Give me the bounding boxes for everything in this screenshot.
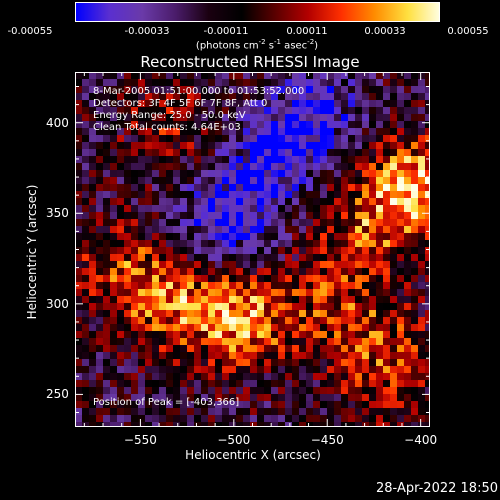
x-axis-label: Heliocentric X (arcsec) bbox=[185, 448, 321, 462]
x-tick-label: −400 bbox=[404, 433, 438, 447]
energy-range-label: Energy Range: 25.0 - 50.0 keV bbox=[93, 110, 246, 121]
colorbar bbox=[75, 2, 440, 22]
y-axis-label: Heliocentric Y (arcsec) bbox=[25, 184, 39, 320]
heatmap-plot bbox=[75, 72, 430, 427]
y-tick-label: 400 bbox=[46, 115, 69, 130]
y-tick-label: 250 bbox=[46, 387, 69, 402]
heatmap-cells bbox=[75, 72, 430, 427]
colorbar-tick-label: 0.00011 bbox=[286, 26, 328, 37]
detectors-label: Detectors: 3F 4F 5F 6F 7F 8F, Att 0 bbox=[93, 98, 268, 109]
counts-label: Clean Total counts: 4.64E+03 bbox=[93, 122, 241, 133]
colorbar-unit: (photons cm-2 s-1 asec-2) bbox=[195, 38, 319, 52]
timestamp-footer: 28-Apr-2022 18:50 bbox=[376, 481, 498, 496]
colorbar-tick-label: -0.00011 bbox=[203, 26, 249, 37]
colorbar-tick-label: 0.00055 bbox=[447, 26, 489, 37]
y-tick-label: 350 bbox=[46, 206, 69, 221]
x-tick-label: −450 bbox=[310, 433, 344, 447]
peak-position-label: Position of Peak = [-403,366] bbox=[93, 397, 240, 408]
time-range-label: 8-Mar-2005 01:51:00.000 to 01:53:52.000 bbox=[93, 86, 305, 97]
colorbar-tick-label: -0.00055 bbox=[7, 26, 53, 37]
x-tick-label: −550 bbox=[123, 433, 157, 447]
x-tick-label: −500 bbox=[217, 433, 251, 447]
colorbar-gradient bbox=[76, 3, 439, 21]
chart-title: Reconstructed RHESSI Image bbox=[140, 53, 360, 71]
colorbar-tick-label: -0.00033 bbox=[124, 26, 170, 37]
y-tick-label: 300 bbox=[46, 296, 69, 311]
colorbar-tick-label: 0.00033 bbox=[364, 26, 406, 37]
